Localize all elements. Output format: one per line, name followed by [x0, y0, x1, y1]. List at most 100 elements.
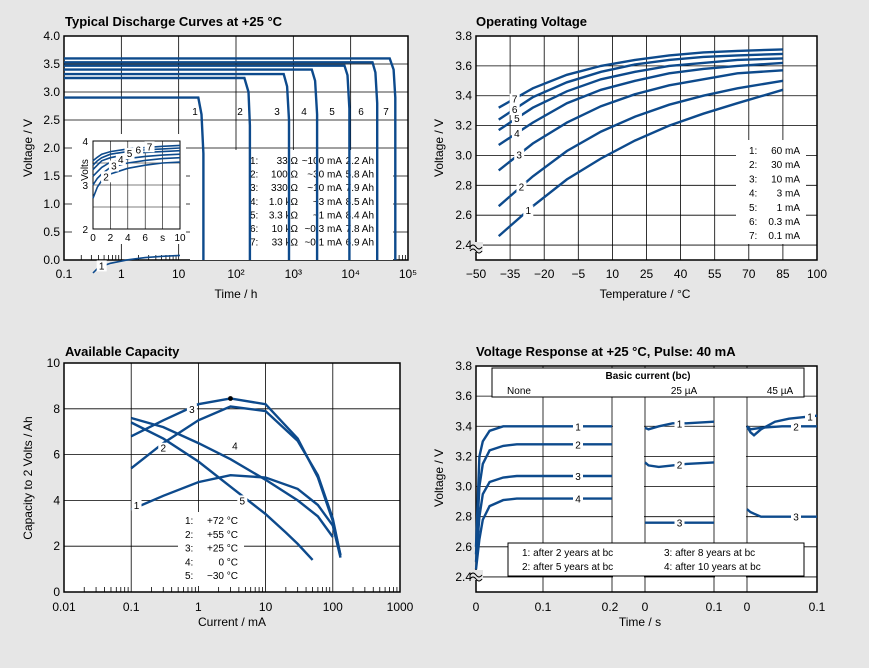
- inset-curve-3: [92, 156, 181, 186]
- capacity-legend-temperature: 0 °C: [218, 557, 238, 568]
- response-legend-left: 1: after 2 years at bc: [522, 548, 613, 559]
- response-curve-label: 1: [575, 422, 581, 433]
- operating-curve-label-bg: [509, 93, 520, 105]
- capacity-curve-label-bg: [131, 499, 142, 511]
- capacity-y-tick: 2: [53, 539, 60, 553]
- operating-y-tick: 3.0: [455, 148, 472, 162]
- operating-curve-label: 7: [512, 95, 518, 106]
- response-header-box: [491, 367, 805, 398]
- operating-x-tick: 100: [807, 267, 827, 281]
- operating-curve-label: 6: [512, 105, 518, 116]
- discharge-legend-capacity: 7.8 Ah: [346, 224, 374, 235]
- response-curve-label-bg: [674, 459, 685, 471]
- response-curve-label-bg: [674, 517, 685, 529]
- discharge-curve-2: [64, 76, 252, 260]
- discharge-x-tick: 1: [118, 267, 125, 281]
- inset-curve-label: 6: [135, 146, 141, 157]
- discharge-legend-capacity: 8.4 Ah: [346, 210, 374, 221]
- discharge-xlabel: Time / h: [215, 287, 258, 301]
- response-y-tick: 3.2: [455, 449, 472, 463]
- response-curve-label: 3: [677, 519, 683, 530]
- operating-legend-box: [736, 140, 806, 244]
- discharge-legend-index: 1:: [250, 156, 258, 167]
- discharge-y-tick: 0.0: [43, 253, 60, 267]
- discharge-legend-index: 6:: [250, 224, 258, 235]
- capacity-curve-label: 3: [189, 405, 195, 416]
- capacity-curve-label: 1: [134, 501, 140, 512]
- inset-curve-label: 2: [103, 172, 109, 183]
- operating-curve-2: [497, 79, 784, 208]
- operating-x-tick: −5: [571, 267, 585, 281]
- capacity-legend-index: 3:: [185, 544, 193, 555]
- inset-curve-label: 3: [111, 162, 117, 173]
- operating-curve-label-bg: [514, 149, 525, 161]
- operating-curve-label: 3: [516, 150, 522, 161]
- operating-y-tick: 2.4: [455, 238, 472, 252]
- operating-axis-break-gap: [471, 242, 483, 252]
- discharge-curve-label: 3: [274, 107, 280, 118]
- discharge-legend-current: ~30 mA: [307, 170, 342, 181]
- inset-curve-6: [92, 147, 181, 166]
- discharge-legend-index: 2:: [250, 170, 258, 181]
- response-curve-label-bg: [805, 411, 815, 423]
- response-curve-label-bg: [791, 421, 801, 433]
- inset-x-tick: 6: [142, 233, 148, 244]
- capacity-legend-index: 1:: [185, 516, 193, 527]
- response-panel3-curve-3: [746, 508, 817, 518]
- discharge-curve-label: 7: [383, 107, 389, 118]
- operating-curve-5: [498, 57, 783, 132]
- capacity-x-tick: 0.1: [123, 600, 140, 614]
- inset-curve-label-bg: [96, 260, 107, 272]
- discharge-legend: 1: 33 Ω ~100 mA 2.2 Ah 2: 100 Ω ~30 mA 5.8 Ah 3:…: [190, 150, 393, 260]
- operating-legend-index: 3:: [749, 174, 757, 185]
- discharge-legend-capacity: 5.8 Ah: [346, 170, 374, 181]
- response-panel1-curve-4: [474, 497, 612, 570]
- discharge-y-tick: 3.5: [43, 57, 60, 71]
- response-y-tick: 3.0: [455, 480, 472, 494]
- response-header-title: Basic current (bc): [605, 371, 690, 382]
- operating-legend-current: 60 mA: [771, 146, 800, 157]
- capacity-y-tick: 6: [53, 448, 60, 462]
- operating-curve-7: [498, 48, 783, 109]
- capacity-legend-temperature: +25 °C: [207, 544, 238, 555]
- operating-y-tick: 2.6: [455, 208, 472, 222]
- response-curve-label: 1: [677, 419, 683, 430]
- capacity-curve-label: 2: [160, 444, 166, 455]
- discharge-y-tick: 2.5: [43, 113, 60, 127]
- inset-curve-label-bg: [108, 160, 119, 172]
- capacity-curve-label-bg: [229, 440, 240, 452]
- response-legend-left: 2: after 5 years at bc: [522, 562, 613, 573]
- response-curve-label-bg: [573, 421, 583, 433]
- inset-curve-label-bg: [124, 148, 135, 160]
- response-curve-label-bg: [573, 493, 583, 505]
- capacity-legend-index: 4:: [185, 557, 193, 568]
- response-curve-label: 3: [575, 472, 581, 483]
- operating-curve-3: [497, 69, 783, 172]
- discharge-legend-current: ~0.3 mA: [304, 224, 342, 235]
- discharge-x-tick: 10³: [285, 267, 302, 281]
- response-panel1-curve-1: [474, 425, 612, 547]
- capacity-x-tick: 10: [259, 600, 273, 614]
- response-x-tick: 0.1: [706, 600, 723, 614]
- operating-y-tick: 3.6: [455, 59, 472, 73]
- capacity-x-tick: 1000: [387, 600, 414, 614]
- discharge-legend-resistance: 10 kΩ: [272, 224, 299, 235]
- capacity-y-tick: 0: [53, 585, 60, 599]
- operating-x-tick: 55: [708, 267, 722, 281]
- discharge-legend-capacity: 2.2 Ah: [346, 156, 374, 167]
- inset-curve-label: 4: [118, 155, 124, 166]
- discharge-curve-label: 2: [237, 107, 243, 118]
- discharge-curve-5: [64, 64, 351, 260]
- response-y-tick: 3.6: [455, 389, 472, 403]
- response-curve-label-bg: [573, 439, 583, 451]
- discharge-curve-3: [64, 72, 291, 260]
- capacity-y-tick: 4: [53, 493, 60, 507]
- inset-x-tick: 4: [125, 233, 131, 244]
- operating-x-tick: −50: [466, 267, 487, 281]
- operating-legend: 1: 60 mA 2: 30 mA 3: 10 mA 4: 3 mA 5: 1 mA 6: 0.3 m…: [736, 140, 806, 244]
- response-curve-label: 2: [793, 422, 799, 433]
- discharge-ylabel: Voltage / V: [21, 119, 35, 177]
- operating-legend-index: 2:: [749, 160, 757, 171]
